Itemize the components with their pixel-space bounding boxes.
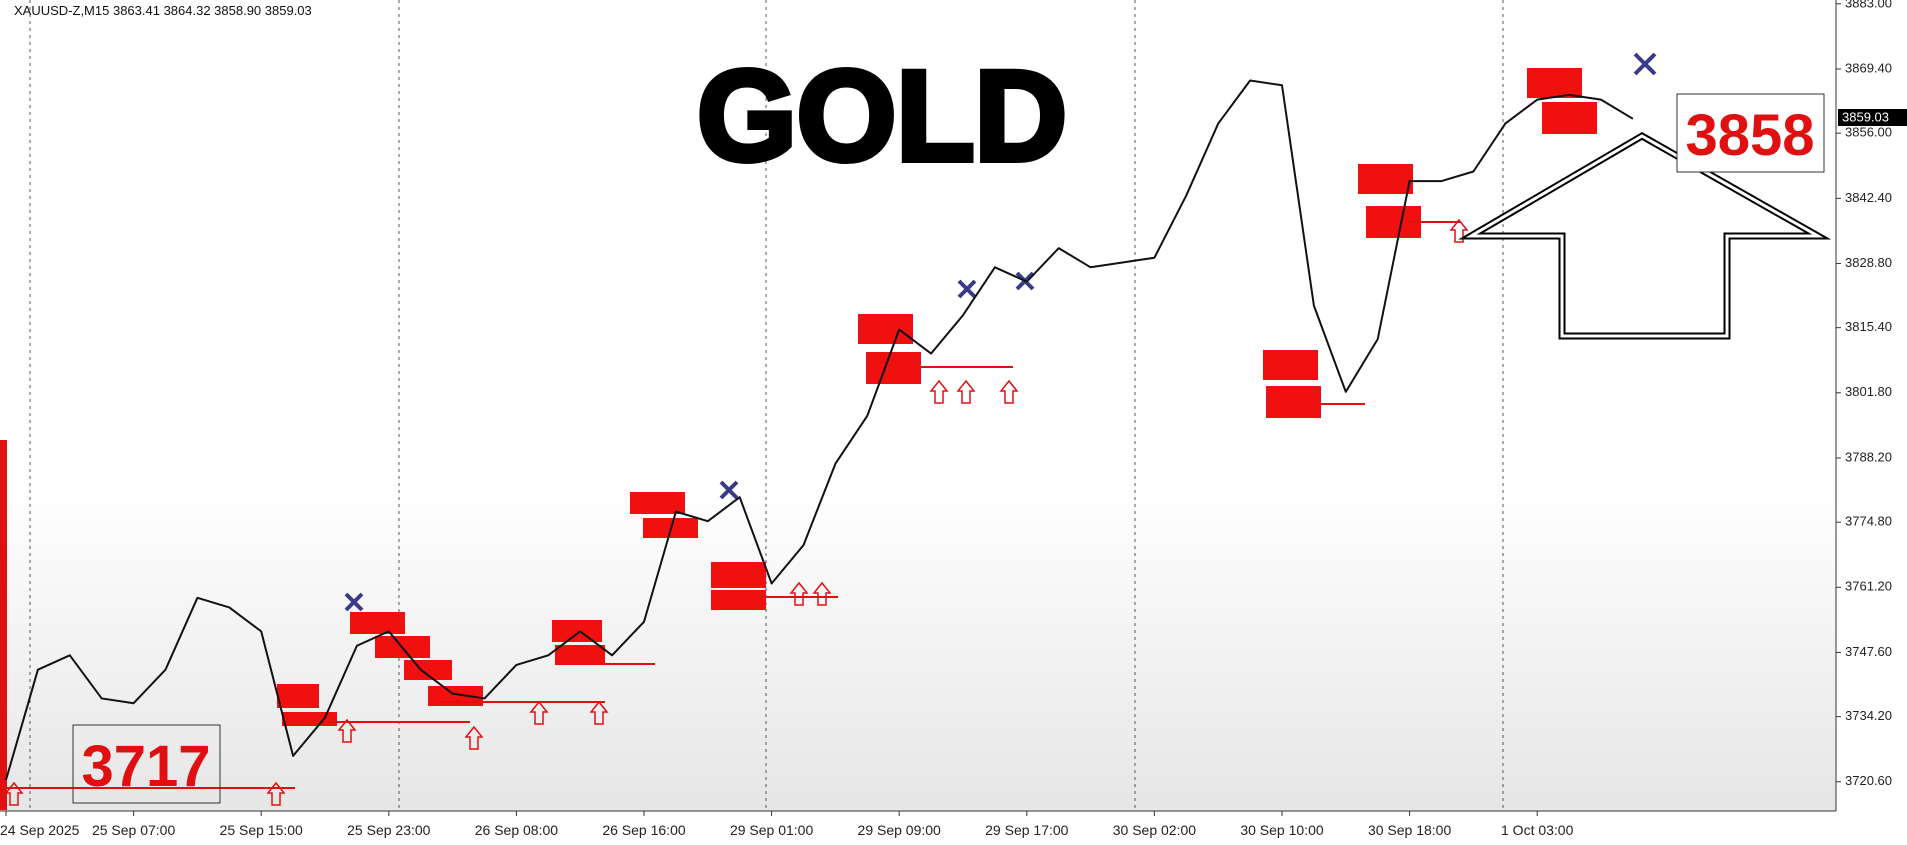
volume-block bbox=[0, 440, 7, 810]
y-tick-label: 3869.40 bbox=[1845, 60, 1892, 75]
x-tick-label: 25 Sep 23:00 bbox=[347, 822, 431, 838]
y-tick-label: 3828.80 bbox=[1845, 255, 1892, 270]
x-tick-label: 30 Sep 10:00 bbox=[1240, 822, 1324, 838]
y-tick-label: 3747.60 bbox=[1845, 644, 1892, 659]
y-tick-label: 3788.20 bbox=[1845, 449, 1892, 464]
plot-background bbox=[0, 0, 1836, 811]
y-tick-label: 3734.20 bbox=[1845, 708, 1892, 723]
sell-marks bbox=[344, 52, 1657, 612]
x-tick-label: 24 Sep 2025 bbox=[0, 822, 80, 838]
y-tick-label: 3842.40 bbox=[1845, 190, 1892, 205]
buy-arrows bbox=[4, 218, 1469, 806]
x-tick-label: 25 Sep 07:00 bbox=[92, 822, 176, 838]
annotation: 3858 bbox=[1685, 103, 1814, 168]
x-tick-label: 26 Sep 16:00 bbox=[602, 822, 686, 838]
annotation-box bbox=[72, 724, 221, 804]
y-tick-label: 3815.40 bbox=[1845, 319, 1892, 334]
level-lines bbox=[0, 221, 1460, 789]
y-tick-label: 3801.80 bbox=[1845, 384, 1892, 399]
annotation-box bbox=[1676, 93, 1825, 173]
price-line bbox=[5, 79, 1634, 781]
y-tick-label: 3720.60 bbox=[1845, 773, 1892, 788]
y-tick-label: 3774.80 bbox=[1845, 514, 1892, 529]
x-tick-label: 29 Sep 01:00 bbox=[730, 822, 814, 838]
x-tick-label: 25 Sep 15:00 bbox=[220, 822, 304, 838]
y-tick-label: 3883.00 bbox=[1845, 0, 1892, 10]
x-tick-label: 26 Sep 08:00 bbox=[475, 822, 559, 838]
x-tick-label: 1 Oct 03:00 bbox=[1501, 822, 1574, 838]
big-arrow-inner bbox=[1465, 134, 1824, 338]
x-tick-label: 30 Sep 02:00 bbox=[1113, 822, 1197, 838]
y-tick-label: 3761.20 bbox=[1845, 579, 1892, 594]
current-price-box bbox=[1838, 109, 1907, 126]
header: XAUUSD-Z,M15 3863.41 3864.32 3858.90 385… bbox=[14, 3, 312, 18]
x-tick-label: 29 Sep 09:00 bbox=[858, 822, 942, 838]
price-series bbox=[5, 79, 1634, 781]
x-tick-label: 30 Sep 18:00 bbox=[1368, 822, 1452, 838]
current-price: 3859.03 bbox=[1842, 109, 1889, 124]
annotation: 3717 bbox=[81, 734, 210, 799]
x-tick-label: 29 Sep 17:00 bbox=[985, 822, 1069, 838]
chart-title: GOLD bbox=[697, 45, 1067, 188]
y-tick-label: 3856.00 bbox=[1845, 125, 1892, 140]
day-separators bbox=[29, 0, 1504, 811]
